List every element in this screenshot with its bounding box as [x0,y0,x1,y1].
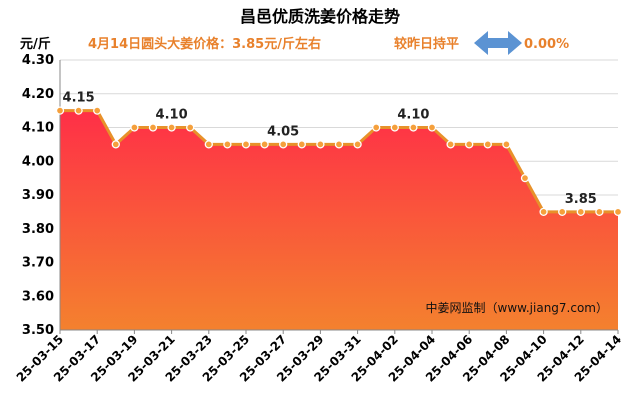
data-label: 3.85 [565,192,597,207]
y-tick-label: 3.90 [22,188,54,203]
data-point [353,140,362,149]
y-tick-label: 4.20 [22,87,54,102]
y-tick-label: 3.70 [22,256,54,271]
price-note: 4月14日圆头大姜价格：3.85元/斤左右 [88,36,321,52]
data-point [502,140,511,149]
data-point [204,140,213,149]
data-point [316,140,325,149]
data-point [409,123,418,132]
change-text: 较昨日持平 [394,36,459,52]
change-percent: 0.00% [524,37,569,52]
data-point [111,140,120,149]
data-point [595,207,604,217]
data-point [427,123,437,132]
data-point [55,106,65,115]
data-point [446,140,455,149]
data-point [334,140,344,149]
data-point [297,140,306,149]
y-tick-label: 3.80 [22,222,54,237]
data-point [539,207,548,217]
y-tick-label: 4.00 [22,154,54,169]
data-point [520,173,530,183]
y-axis-unit-label: 元/斤 [20,36,51,52]
data-markers [55,106,623,217]
data-label: 4.10 [156,108,188,123]
chart-title: 昌邑优质洗姜价格走势 [240,7,400,26]
data-point [148,123,158,132]
data-point [576,207,585,217]
data-point [241,140,251,149]
axes [59,60,618,331]
double-arrow-icon [474,31,522,55]
data-point [483,140,492,149]
data-label: 4.05 [267,124,299,139]
data-label: 4.10 [397,108,429,123]
data-point [558,207,567,217]
data-point [74,106,83,115]
y-tick-label: 4.30 [22,53,54,68]
data-point [223,140,232,149]
x-axis-ticks: 25-03-1525-03-1725-03-1925-03-2125-03-23… [14,330,624,385]
data-label: 4.15 [63,91,95,106]
y-axis-ticks: 3.50 3.60 3.70 3.80 3.90 4.00 4.10 4.20 4.30 [22,53,54,338]
data-point [372,123,381,132]
y-tick-label: 4.10 [22,121,54,136]
data-point [186,123,195,132]
data-point [613,207,623,217]
y-tick-label: 3.60 [22,289,54,304]
data-point [465,140,474,149]
data-point [130,123,139,132]
data-labels: 4.15 4.10 4.05 4.10 3.85 [63,91,597,207]
data-point [93,106,102,115]
watermark-text: 中姜网监制（www.jiang7.com） [426,300,608,315]
data-point [260,140,269,149]
data-point [390,123,399,132]
data-point [279,140,288,149]
y-tick-label: 3.50 [22,323,54,338]
data-point [167,123,176,132]
area-fill [60,110,618,331]
